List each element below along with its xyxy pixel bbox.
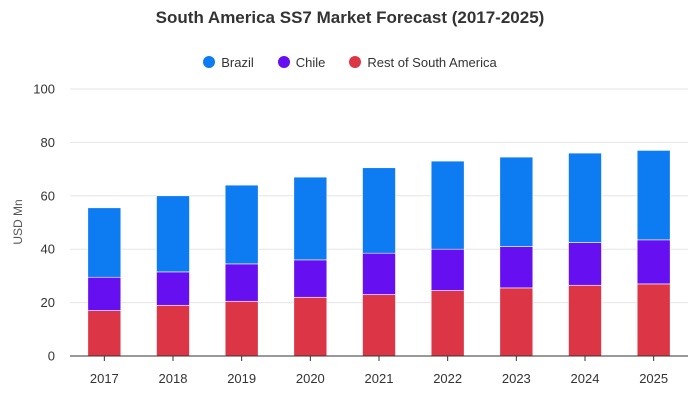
bar-rest-of-south-america-2017[interactable] — [87, 310, 122, 357]
bar-brazil-2025[interactable] — [636, 150, 671, 241]
bar-rest-of-south-america-2025[interactable] — [636, 283, 671, 357]
x-tick-label: 2017 — [90, 371, 119, 386]
y-tick-label: 100 — [33, 82, 55, 97]
x-tick-label: 2023 — [502, 371, 531, 386]
bar-brazil-2019[interactable] — [224, 184, 259, 265]
bar-chile-2017[interactable] — [87, 276, 122, 311]
legend-swatch-rest-of-south-america — [349, 56, 362, 68]
bar-brazil-2024[interactable] — [568, 152, 602, 243]
bar-rest-of-south-america-2023[interactable] — [499, 287, 534, 357]
y-tick-label: 60 — [41, 188, 55, 203]
bar-rest-of-south-america-2021[interactable] — [362, 294, 396, 357]
bar-chile-2020[interactable] — [293, 259, 328, 298]
bar-brazil-2022[interactable] — [430, 160, 465, 250]
bar-rest-of-south-america-2018[interactable] — [156, 304, 190, 357]
bar-chile-2023[interactable] — [499, 246, 534, 289]
bar-chile-2021[interactable] — [362, 252, 396, 295]
bar-brazil-2020[interactable] — [293, 176, 328, 261]
legend-label-chile: Chile — [295, 54, 326, 70]
x-tick-label: 2019 — [227, 371, 256, 386]
y-tick-label: 20 — [41, 295, 55, 310]
y-tick-label: 80 — [41, 135, 55, 150]
x-tick-label: 2024 — [571, 371, 600, 386]
bar-chile-2018[interactable] — [156, 271, 190, 306]
axes: 0 20 40 60 80 100 2017 2018 2019 2020 2021 2022 2023… — [33, 82, 688, 386]
bar-brazil-2017[interactable] — [87, 207, 122, 278]
bar-chile-2019[interactable] — [224, 263, 259, 302]
legend-item-brazil[interactable]: Brazil — [203, 55, 254, 70]
x-tick-label: 2021 — [365, 371, 394, 386]
legend-swatch-brazil — [203, 56, 216, 68]
x-tick-label: 2022 — [433, 371, 462, 386]
bar-brazil-2023[interactable] — [499, 156, 534, 247]
x-tick-label: 2020 — [296, 371, 325, 386]
bars — [87, 150, 671, 357]
bar-rest-of-south-america-2022[interactable] — [430, 290, 465, 357]
legend-label-rest-of-south-america: Rest of South America — [367, 54, 497, 70]
bar-rest-of-south-america-2024[interactable] — [568, 284, 602, 357]
bar-brazil-2021[interactable] — [362, 167, 396, 254]
bar-chile-2025[interactable] — [636, 239, 671, 285]
bar-rest-of-south-america-2020[interactable] — [293, 296, 328, 357]
x-tick-label: 2018 — [159, 371, 188, 386]
legend-item-chile[interactable]: Chile — [277, 54, 326, 70]
bar-rest-of-south-america-2019[interactable] — [224, 300, 259, 357]
bar-chile-2022[interactable] — [430, 248, 465, 291]
legend-item-rest-of-south-america[interactable]: Rest of South America — [349, 54, 497, 70]
bar-chile-2024[interactable] — [568, 242, 602, 286]
chart-legend: Brazil Chile Rest of South America — [0, 53, 700, 71]
y-axis-title: USD Mn — [11, 199, 25, 244]
x-tick-label: 2025 — [639, 371, 668, 386]
y-tick-label: 40 — [41, 242, 55, 257]
y-tick-label: 0 — [48, 349, 55, 364]
legend-label-brazil: Brazil — [221, 54, 254, 70]
bar-brazil-2018[interactable] — [156, 195, 190, 273]
chart-title: South America SS7 Market Forecast (2017-… — [155, 8, 545, 27]
legend-swatch-chile — [277, 56, 290, 68]
